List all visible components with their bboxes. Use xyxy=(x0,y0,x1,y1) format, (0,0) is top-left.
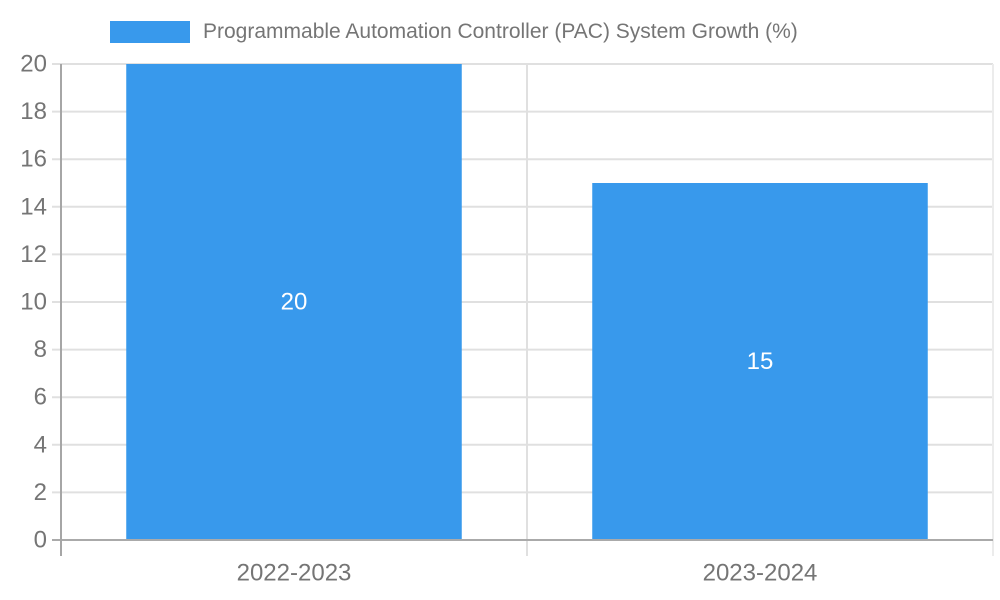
y-tick-label: 12 xyxy=(20,241,47,268)
y-tick-label: 0 xyxy=(34,527,47,554)
chart-legend: Programmable Automation Controller (PAC)… xyxy=(110,20,798,44)
legend-swatch xyxy=(110,21,190,43)
bar-2023-2024 xyxy=(592,183,928,540)
bar-value-label: 20 xyxy=(281,289,308,316)
bar-2022-2023 xyxy=(126,64,462,540)
y-tick-label: 6 xyxy=(34,384,47,411)
legend-label: Programmable Automation Controller (PAC)… xyxy=(203,20,798,43)
x-axis-label: 2022-2023 xyxy=(237,560,352,587)
x-axis-label: 2023-2024 xyxy=(703,560,818,587)
y-tick-label: 4 xyxy=(34,431,47,458)
y-tick-label: 16 xyxy=(20,146,47,173)
y-tick-label: 2 xyxy=(34,479,47,506)
y-tick-label: 20 xyxy=(20,51,47,78)
bar-value-label: 15 xyxy=(747,348,774,375)
y-tick-label: 10 xyxy=(20,289,47,316)
y-tick-label: 14 xyxy=(20,193,47,220)
y-tick-label: 8 xyxy=(34,336,47,363)
y-tick-label: 18 xyxy=(20,98,47,125)
